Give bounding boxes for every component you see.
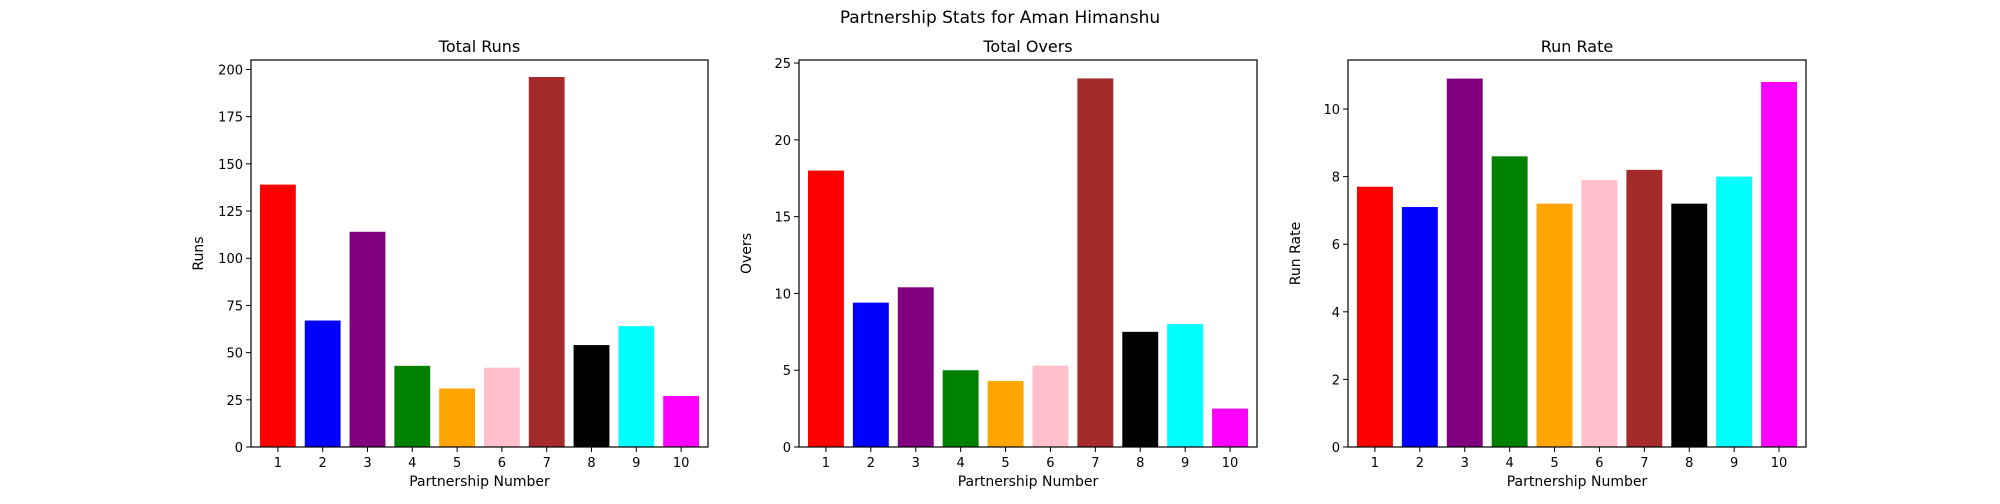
x-tick-label: 3 xyxy=(912,456,920,471)
x-tick-label: 3 xyxy=(1461,456,1469,471)
bar-1 xyxy=(1356,186,1393,447)
y-tick-label: 2 xyxy=(1332,373,1340,388)
x-tick-label: 2 xyxy=(319,456,327,471)
x-tick-label: 1 xyxy=(274,456,282,471)
x-tick-label: 6 xyxy=(1595,456,1603,471)
y-tick-label: 125 xyxy=(218,205,243,220)
chart-panel-2: Total Overs 0 5 10 15 20 25 1 2 3 4 5 6 7 8 9 10 Partners… xyxy=(739,37,1258,490)
x-tick-label: 4 xyxy=(957,456,965,471)
x-tick-label: 9 xyxy=(1181,456,1189,471)
x-tick-label: 4 xyxy=(408,456,416,471)
bar-2 xyxy=(304,320,341,447)
y-tick-label: 0 xyxy=(783,441,791,456)
bar-8 xyxy=(573,345,610,447)
y-tick-label: 5 xyxy=(783,364,791,379)
x-tick-label: 10 xyxy=(673,456,690,471)
bar-9 xyxy=(1167,324,1204,447)
bar-2 xyxy=(852,302,889,447)
bar-1 xyxy=(807,170,844,447)
y-tick-label: 75 xyxy=(226,299,243,314)
figure-title: Partnership Stats for Aman Himanshu xyxy=(839,8,1161,28)
bar-4 xyxy=(394,365,431,447)
y-tick-label: 15 xyxy=(774,211,791,226)
y-tick-label: 100 xyxy=(218,252,243,267)
bar-3 xyxy=(897,287,934,447)
chart-panel-1: Total Runs 0 25 50 75 100 125 150 175 200 1 2 3 4 5 6 7 8… xyxy=(191,37,709,490)
bar-7 xyxy=(1077,78,1114,448)
plot-frame xyxy=(798,59,1258,448)
plot-frame xyxy=(250,59,709,448)
bar-6 xyxy=(483,367,520,447)
y-axis-label: Runs xyxy=(191,236,207,270)
x-tick-label: 7 xyxy=(1640,456,1648,471)
y-tick-label: 25 xyxy=(226,394,243,409)
bar-5 xyxy=(987,380,1024,447)
bar-3 xyxy=(349,231,386,447)
y-tick-label: 0 xyxy=(235,441,243,456)
x-tick-label: 6 xyxy=(498,456,506,471)
y-tick-label: 50 xyxy=(226,347,243,362)
x-tick-label: 7 xyxy=(1091,456,1099,471)
bar-10 xyxy=(1761,81,1798,447)
y-axis-label: Overs xyxy=(739,233,755,274)
bar-10 xyxy=(663,396,700,447)
bar-5 xyxy=(439,388,476,447)
x-tick-label: 5 xyxy=(1550,456,1558,471)
x-tick-label: 10 xyxy=(1771,456,1788,471)
x-tick-label: 6 xyxy=(1046,456,1054,471)
x-tick-label: 8 xyxy=(1136,456,1144,471)
bar-4 xyxy=(1491,156,1528,447)
y-axis-label: Run Rate xyxy=(1288,222,1304,285)
x-tick-label: 3 xyxy=(363,456,371,471)
x-tick-label: 1 xyxy=(822,456,830,471)
bar-7 xyxy=(528,76,565,448)
bar-6 xyxy=(1581,179,1618,448)
x-tick-label: 5 xyxy=(1001,456,1009,471)
bar-2 xyxy=(1401,207,1438,447)
y-tick-label: 10 xyxy=(1323,103,1340,118)
y-tick-label: 8 xyxy=(1332,171,1340,186)
y-tick-label: 175 xyxy=(218,111,243,126)
bar-3 xyxy=(1446,78,1483,447)
x-tick-label: 4 xyxy=(1506,456,1514,471)
x-tick-label: 8 xyxy=(1685,456,1693,471)
x-tick-label: 9 xyxy=(1730,456,1738,471)
bar-8 xyxy=(1671,203,1708,447)
x-tick-label: 1 xyxy=(1371,456,1379,471)
x-tick-label: 2 xyxy=(1416,456,1424,471)
x-tick-label: 7 xyxy=(543,456,551,471)
bar-6 xyxy=(1032,365,1069,447)
bar-7 xyxy=(1626,169,1663,447)
x-tick-label: 9 xyxy=(632,456,640,471)
x-tick-label: 5 xyxy=(453,456,461,471)
bar-10 xyxy=(1212,408,1249,447)
y-tick-label: 6 xyxy=(1332,238,1340,253)
y-tick-label: 20 xyxy=(774,134,791,149)
bar-9 xyxy=(618,326,655,447)
plot-frame xyxy=(1347,59,1807,448)
x-axis-label: Partnership Number xyxy=(1507,474,1648,490)
bar-4 xyxy=(942,370,979,447)
chart-title: Total Runs xyxy=(438,37,520,56)
y-tick-label: 150 xyxy=(218,158,243,173)
bar-9 xyxy=(1716,176,1753,448)
x-tick-label: 8 xyxy=(587,456,595,471)
bar-8 xyxy=(1122,331,1159,447)
x-tick-label: 2 xyxy=(867,456,875,471)
chart-title: Total Overs xyxy=(982,37,1072,56)
y-tick-label: 200 xyxy=(218,63,243,78)
y-tick-label: 0 xyxy=(1332,441,1340,456)
y-tick-label: 25 xyxy=(774,57,791,72)
x-tick-label: 10 xyxy=(1222,456,1239,471)
y-tick-label: 10 xyxy=(774,287,791,302)
bar-1 xyxy=(259,184,296,447)
bar-5 xyxy=(1536,203,1573,447)
x-axis-label: Partnership Number xyxy=(958,474,1099,490)
chart-title: Run Rate xyxy=(1541,37,1613,56)
y-tick-label: 4 xyxy=(1332,306,1340,321)
x-axis-label: Partnership Number xyxy=(409,474,550,490)
